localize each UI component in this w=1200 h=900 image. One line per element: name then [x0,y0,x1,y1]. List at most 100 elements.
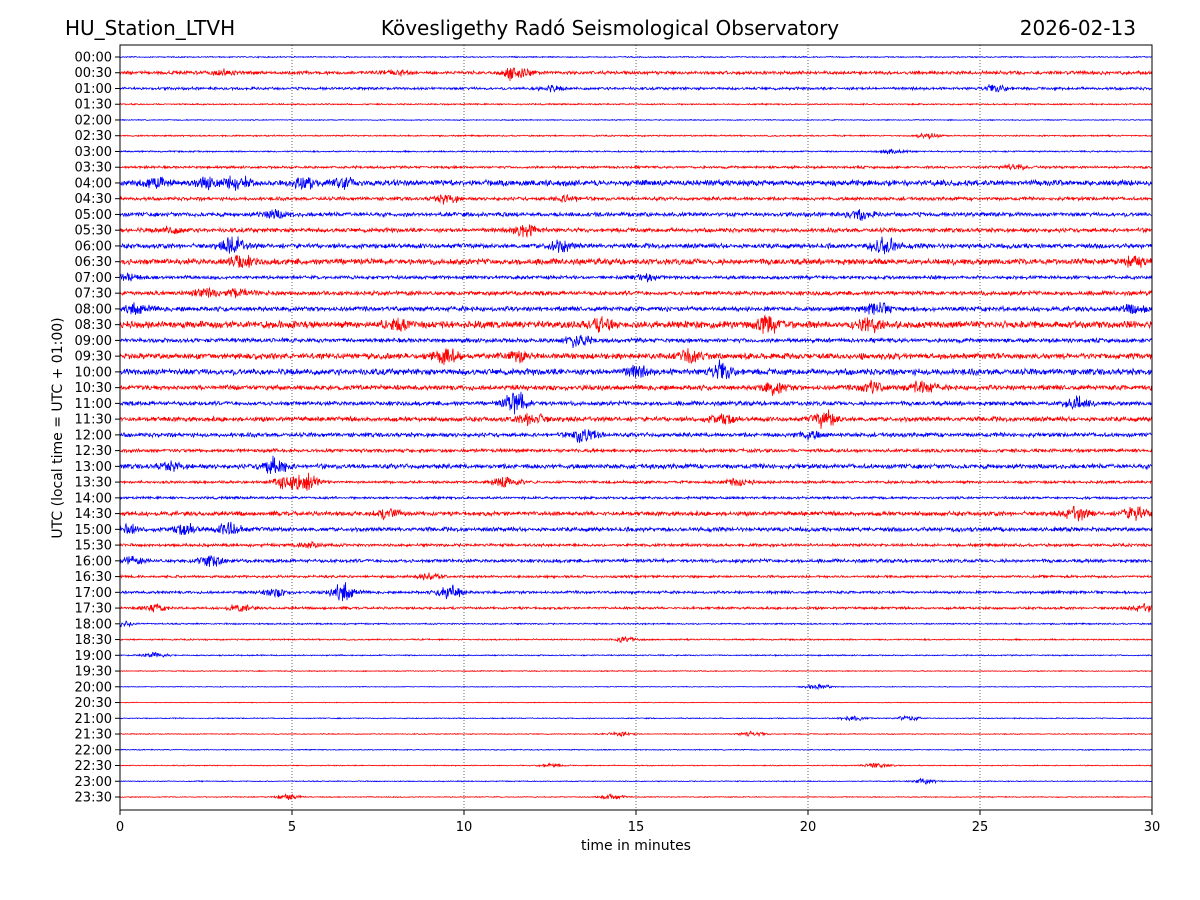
seismic-trace-1400 [119,495,1153,501]
seismic-trace-1700 [119,582,1153,602]
seismic-trace-1830 [119,635,1153,644]
seismic-trace-0700 [119,272,1153,283]
y-tick-label: 14:30 [75,507,112,522]
seismic-trace-0930 [119,348,1153,365]
y-tick-label: 08:30 [75,318,112,333]
y-tick-label: 22:30 [75,759,112,774]
y-tick-label: 07:00 [75,271,112,286]
seismic-trace-1600 [119,554,1153,567]
y-tick-label: 13:30 [75,476,112,491]
y-tick-label: 02:30 [75,129,112,144]
y-tick-label: 03:30 [75,161,112,176]
seismic-trace-1100 [119,391,1153,415]
seismic-trace-0430 [119,194,1153,205]
seismic-trace-0200 [119,118,1153,122]
seismic-trace-0130 [119,102,1153,107]
seismic-trace-2230 [119,762,1153,769]
seismic-trace-1530 [119,540,1153,549]
seismic-trace-0900 [119,334,1153,349]
y-tick-label: 10:30 [75,381,112,396]
y-tick-label: 15:30 [75,539,112,554]
y-tick-label: 18:30 [75,633,112,648]
y-tick-label: 06:30 [75,255,112,270]
y-tick-label: 23:00 [75,775,112,790]
seismic-trace-1230 [119,447,1153,454]
y-tick-label: 11:00 [75,397,112,412]
y-tick-label: 08:00 [75,302,112,317]
seismic-trace-1300 [119,455,1153,475]
y-tick-label: 21:30 [75,728,112,743]
seismic-trace-1900 [119,651,1153,658]
y-tick-label: 01:30 [75,98,112,113]
seismic-trace-2030 [119,701,1153,704]
y-tick-label: 05:00 [75,208,112,223]
seismic-trace-0630 [119,254,1153,268]
y-tick-label: 00:30 [75,66,112,81]
y-tick-label: 18:00 [75,617,112,632]
seismic-trace-1330 [119,472,1153,491]
seismic-trace-1930 [119,669,1153,673]
seismic-trace-1630 [119,572,1153,581]
y-tick-label: 19:00 [75,649,112,664]
y-tick-label: 21:00 [75,712,112,727]
seismic-trace-1200 [119,429,1152,443]
seismic-trace-0530 [119,223,1153,238]
y-tick-label: 20:00 [75,680,112,695]
y-tick-label: 03:00 [75,145,112,160]
seismic-trace-2100 [119,714,1153,722]
seismic-trace-0230 [119,132,1153,140]
seismic-trace-2000 [119,683,1153,691]
x-tick-label: 25 [972,820,989,835]
seismic-trace-0730 [119,286,1153,299]
seismic-trace-2300 [119,777,1153,785]
seismic-trace-0100 [119,84,1153,93]
y-tick-label: 17:00 [75,586,112,601]
seismic-trace-0000 [119,55,1153,59]
seismic-trace-0500 [119,208,1153,222]
x-tick-label: 30 [1144,820,1161,835]
seismic-trace-2130 [119,730,1153,737]
y-tick-label: 23:30 [75,791,112,806]
seismic-trace-1000 [119,359,1153,380]
seismic-trace-1730 [119,603,1153,613]
y-tick-label: 06:00 [75,239,112,254]
y-tick-label: 15:00 [75,523,112,538]
plot-date: 2026-02-13 [1019,16,1136,40]
y-tick-label: 00:00 [75,51,112,66]
y-tick-label: 16:00 [75,554,112,569]
y-tick-label: 04:00 [75,176,112,191]
seismic-trace-1030 [119,379,1153,396]
x-axis-label: time in minutes [581,838,691,854]
seismic-trace-1130 [119,409,1153,429]
y-tick-label: 17:30 [75,602,112,617]
station-name: HU_Station_LTVH [65,16,236,40]
x-tick-label: 15 [628,820,645,835]
y-tick-label: 19:30 [75,665,112,680]
y-tick-label: 09:00 [75,334,112,349]
y-tick-label: 02:00 [75,113,112,128]
y-axis-label: UTC (local time = UTC + 01:00) [50,317,66,538]
seismic-trace-2330 [119,793,1153,801]
seismic-trace-1430 [119,505,1153,522]
y-tick-label: 09:30 [75,350,112,365]
y-tick-label: 07:30 [75,287,112,302]
y-tick-label: 20:30 [75,696,112,711]
x-tick-label: 10 [456,820,473,835]
seismic-trace-0800 [119,302,1153,315]
seismic-trace-1500 [119,521,1153,536]
y-tick-label: 04:30 [75,192,112,207]
seismic-trace-1800 [119,620,1153,628]
seismic-trace-2200 [120,748,1153,752]
x-tick-label: 20 [800,820,817,835]
y-tick-label: 14:00 [75,491,112,506]
x-tick-label: 5 [288,820,296,835]
x-tick-label: 0 [116,820,124,835]
y-tick-label: 22:00 [75,743,112,758]
y-tick-label: 12:30 [75,444,112,459]
seismic-trace-0030 [119,67,1153,81]
seismic-trace-0830 [119,314,1153,334]
seismic-trace-0400 [119,175,1153,191]
observatory-title: Kövesligethy Radó Seismological Observat… [380,16,840,40]
seismic-trace-0330 [119,163,1153,171]
